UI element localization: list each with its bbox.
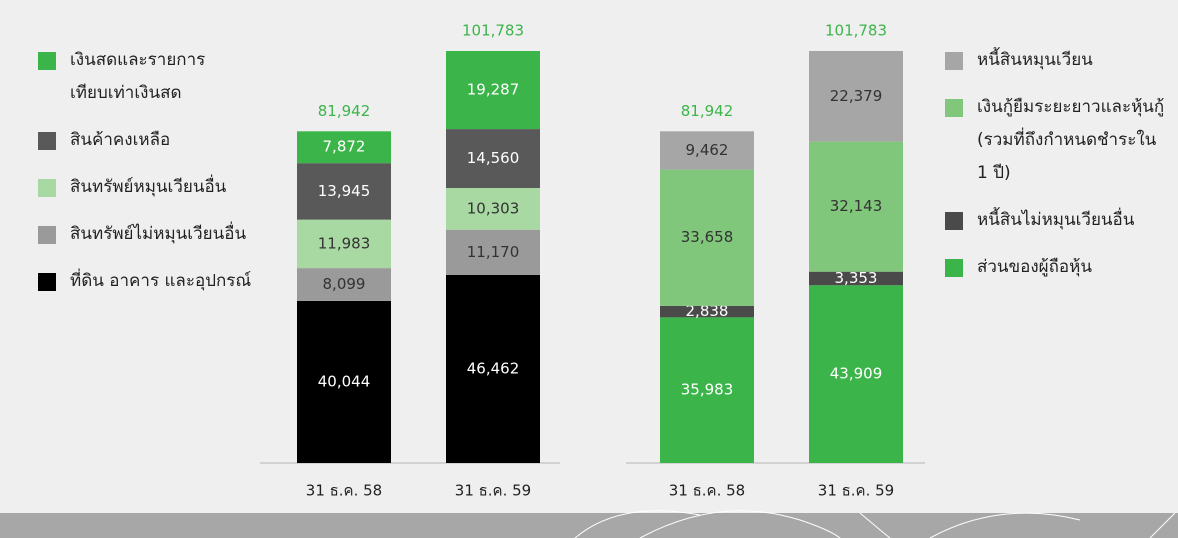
data-label: 10,303 <box>467 199 520 217</box>
bar-segment <box>297 300 391 463</box>
bar-segment <box>660 317 754 463</box>
legend-swatch <box>38 52 56 70</box>
legend-item: หนี้สินไม่หมุนเวียนอื่น <box>945 204 1164 237</box>
legend-label: สินค้าคงเหลือ <box>70 130 171 150</box>
bar-segment <box>297 268 391 301</box>
data-label: 46,462 <box>467 359 520 377</box>
x-tick-label: 31 ธ.ค. 59 <box>455 482 531 500</box>
bar-segment <box>297 219 391 269</box>
bar-segment <box>297 131 391 164</box>
total-label: 81,942 <box>318 102 371 120</box>
legend-item: สินทรัพย์หมุนเวียนอื่น <box>38 171 251 204</box>
legend-swatch <box>38 273 56 291</box>
legend-swatch <box>38 132 56 150</box>
legend-item: สินทรัพย์ไม่หมุนเวียนอื่น <box>38 218 251 251</box>
bar-segment <box>660 169 754 306</box>
legend-label: หนี้สินหมุนเวียน <box>977 50 1093 70</box>
legend-item: ส่วนของผู้ถือหุ้น <box>945 251 1164 284</box>
bar-segment <box>809 285 903 463</box>
x-tick-label: 31 ธ.ค. 58 <box>669 482 745 500</box>
legend-label: ส่วนของผู้ถือหุ้น <box>977 257 1092 277</box>
legend: เงินสดและรายการ เทียบเท่าเงินสดสินค้าคงเ… <box>38 44 251 312</box>
data-label: 22,379 <box>830 87 883 105</box>
data-label: 19,287 <box>467 81 520 99</box>
legend-swatch <box>38 226 56 244</box>
legend-label: สินทรัพย์หมุนเวียนอื่น <box>70 177 227 197</box>
total-label: 101,783 <box>462 22 524 40</box>
data-label: 35,983 <box>681 381 734 399</box>
data-label: 32,143 <box>830 197 883 215</box>
data-label: 8,099 <box>323 275 366 293</box>
legend-item: ที่ดิน อาคาร และอุปกรณ์ <box>38 265 251 298</box>
legend-item: เงินสดและรายการ เทียบเท่าเงินสด <box>38 44 251 110</box>
data-label: 33,658 <box>681 228 734 246</box>
bar-segment <box>297 163 391 220</box>
legend-swatch <box>945 212 963 230</box>
bar-segment <box>446 51 540 130</box>
data-label: 9,462 <box>686 141 729 159</box>
bar-segment <box>446 274 540 463</box>
legend-item: หนี้สินหมุนเวียน <box>945 44 1164 77</box>
x-tick-label: 31 ธ.ค. 58 <box>306 482 382 500</box>
legend-swatch <box>945 259 963 277</box>
data-label: 13,945 <box>318 182 371 200</box>
bar-segment <box>446 229 540 275</box>
legend-item: เงินกู้ยืมระยะยาวและหุ้นกู้ (รวมที่ถึงกำ… <box>945 91 1164 190</box>
decoration <box>574 510 1176 538</box>
legend-label: หนี้สินไม่หมุนเวียนอื่น <box>977 210 1135 230</box>
data-label: 11,983 <box>318 234 371 252</box>
legend-label: เงินกู้ยืมระยะยาวและหุ้นกู้ (รวมที่ถึงกำ… <box>977 97 1165 183</box>
data-label: 2,838 <box>686 302 729 320</box>
total-label: 81,942 <box>681 102 734 120</box>
data-label: 3,353 <box>835 269 878 287</box>
data-label: 7,872 <box>323 138 366 156</box>
legend: หนี้สินหมุนเวียนเงินกู้ยืมระยะยาวและหุ้น… <box>945 44 1164 298</box>
bar-segment <box>446 129 540 189</box>
bar-segment <box>809 271 903 286</box>
legend-swatch <box>38 179 56 197</box>
total-label: 101,783 <box>825 22 887 40</box>
bar-segment <box>446 188 540 230</box>
legend-label: เงินสดและรายการ เทียบเท่าเงินสด <box>70 50 206 103</box>
legend-swatch <box>945 99 963 117</box>
data-label: 40,044 <box>318 372 371 390</box>
footer-band <box>0 513 1178 538</box>
legend-label: สินทรัพย์ไม่หมุนเวียนอื่น <box>70 224 247 244</box>
data-label: 11,170 <box>467 243 520 261</box>
legend-swatch <box>945 52 963 70</box>
bar-segment <box>809 141 903 272</box>
data-label: 43,909 <box>830 365 883 383</box>
bar-segment <box>660 131 754 170</box>
bar-segment <box>809 50 903 142</box>
legend-label: ที่ดิน อาคาร และอุปกรณ์ <box>70 271 252 291</box>
legend-item: สินค้าคงเหลือ <box>38 124 251 157</box>
data-label: 14,560 <box>467 149 520 167</box>
x-tick-label: 31 ธ.ค. 59 <box>818 482 894 500</box>
bar-segment <box>660 305 754 318</box>
